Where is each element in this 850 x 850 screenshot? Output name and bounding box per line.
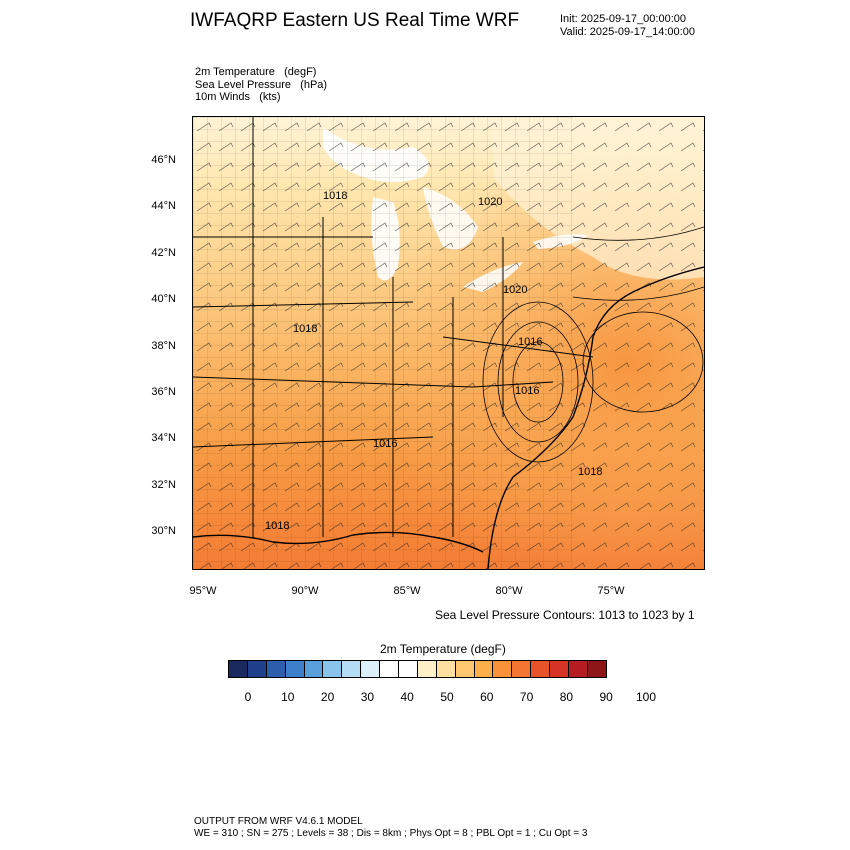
pressure-label: 1016 (515, 385, 539, 397)
colorbar-cell (492, 660, 513, 678)
colorbar-cell (586, 660, 607, 678)
state-lines (193, 117, 594, 537)
colorbar-cell (284, 660, 305, 678)
field-wind: 10m Winds (kts) (195, 91, 281, 103)
field-temp: 2m Temperature (degF) (195, 66, 317, 78)
pressure-label: 1018 (265, 520, 289, 532)
colorbar-cell (265, 660, 286, 678)
colorbar-cell (398, 660, 418, 678)
lat-label: 44°N (151, 200, 176, 212)
pressure-label: 1018 (293, 323, 317, 335)
colorbar-label: 60 (480, 690, 494, 704)
colorbar-cell (246, 660, 267, 678)
contour-info: Sea Level Pressure Contours: 1013 to 102… (435, 608, 695, 622)
colorbar-label: 30 (360, 690, 375, 704)
pressure-label: 1020 (478, 196, 502, 208)
map-canvas: 1018 1020 1020 1018 1016 1016 1016 1018 … (193, 117, 704, 569)
colorbar-cell (322, 660, 343, 678)
lat-label: 38°N (151, 340, 176, 352)
pressure-labels: 1018 1020 1020 1018 1016 1016 1016 1018 … (265, 190, 602, 532)
lat-label: 30°N (151, 525, 176, 537)
east-coastline (487, 266, 704, 569)
colorbar-label: 0 (244, 690, 252, 704)
pressure-label: 1018 (578, 466, 602, 478)
colorbar-label: 70 (519, 690, 534, 704)
field-list: 2m Temperature (degF) Sea Level Pressure… (195, 66, 327, 104)
lat-label: 46°N (151, 154, 176, 166)
weather-map: 1018 1020 1020 1018 1016 1016 1016 1018 … (192, 116, 705, 570)
colorbar-cell (303, 660, 324, 678)
lon-label: 90°W (291, 585, 319, 597)
colorbar-label: 80 (559, 690, 574, 704)
colorbar-title: 2m Temperature (degF) (380, 642, 506, 656)
colorbar-cell (228, 660, 248, 678)
pressure-label: 1016 (518, 336, 542, 348)
pressure-label: 1016 (373, 438, 397, 450)
colorbar-label: 100 (635, 690, 657, 704)
colorbar-label: 90 (599, 690, 613, 704)
colorbar-cell (416, 660, 437, 678)
wind-barbs (193, 117, 704, 569)
model-footer: OUTPUT FROM WRF V4.6.1 MODEL WE = 310 ; … (194, 816, 587, 840)
colorbar-cell (530, 660, 551, 678)
lon-label: 85°W (393, 585, 421, 597)
footer-line1: OUTPUT FROM WRF V4.6.1 MODEL (194, 816, 363, 827)
lat-label: 42°N (151, 247, 176, 259)
footer-line2: WE = 310 ; SN = 275 ; Levels = 38 ; Dis … (194, 828, 588, 839)
lat-label: 32°N (151, 479, 176, 491)
field-slp: Sea Level Pressure (hPa) (195, 78, 328, 91)
lat-label: 36°N (151, 386, 176, 398)
valid-time: Valid: 2025-09-17_14:00:00 (560, 26, 695, 38)
colorbar-label: 20 (320, 690, 335, 704)
colorbar-cell (454, 660, 475, 678)
colorbar-cell (549, 660, 570, 678)
colorbar-cell (341, 660, 362, 678)
colorbar-cell (360, 660, 381, 678)
colorbar-label: 10 (281, 690, 295, 704)
colorbar-cell (511, 660, 532, 678)
lat-label: 34°N (151, 432, 176, 444)
colorbar-label: 40 (400, 690, 414, 704)
lon-label: 80°W (495, 585, 523, 597)
pressure-label: 1020 (503, 284, 527, 296)
gulf-coastline (193, 531, 484, 553)
colorbar-cell (435, 660, 456, 678)
colorbar-label: 50 (440, 690, 454, 704)
colorbar-cell (568, 660, 588, 678)
pressure-contours (482, 226, 704, 463)
colorbar-cell (473, 660, 494, 678)
lon-label: 75°W (597, 585, 625, 597)
time-info: Init: 2025-09-17_00:00:00 Valid: 2025-09… (560, 13, 695, 39)
colorbar-cell (379, 660, 400, 678)
plot-title: IWFAQRP Eastern US Real Time WRF (190, 10, 520, 31)
lat-label: 40°N (151, 293, 176, 305)
init-time: Init: 2025-09-17_00:00:00 (560, 13, 686, 25)
lon-label: 95°W (189, 585, 217, 597)
pressure-label: 1018 (323, 190, 347, 202)
colorbar (228, 660, 607, 678)
